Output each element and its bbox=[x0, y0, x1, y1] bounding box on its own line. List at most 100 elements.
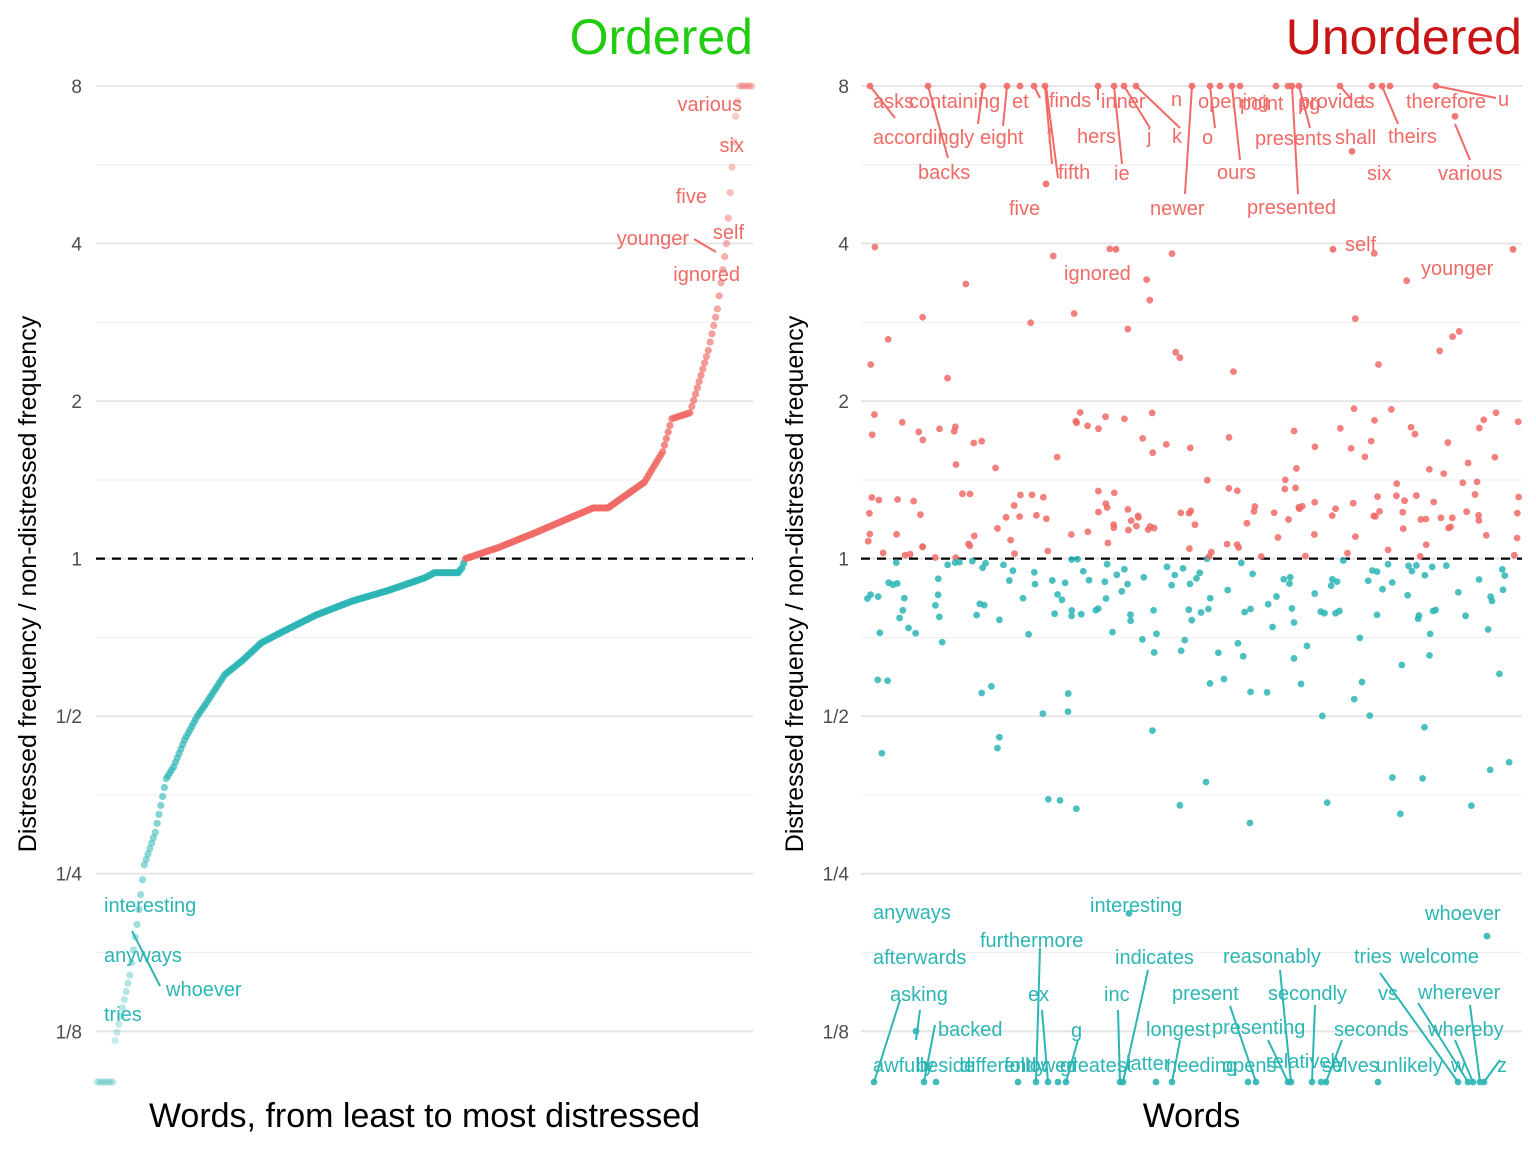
data-point bbox=[1109, 628, 1116, 636]
data-point bbox=[664, 428, 672, 436]
data-point bbox=[1237, 559, 1245, 567]
data-point bbox=[892, 559, 900, 566]
data-point bbox=[1405, 562, 1413, 570]
y-tick-label: 1/4 bbox=[823, 865, 850, 886]
point-label: afterwards bbox=[873, 947, 966, 969]
data-point bbox=[932, 601, 939, 609]
data-point bbox=[1323, 799, 1331, 807]
data-point bbox=[1404, 591, 1412, 599]
data-point bbox=[1016, 513, 1024, 521]
data-point bbox=[1302, 552, 1309, 560]
data-point bbox=[1152, 1078, 1160, 1086]
data-point bbox=[1501, 572, 1509, 580]
data-point bbox=[1191, 521, 1199, 529]
data-point bbox=[973, 611, 981, 619]
data-point bbox=[864, 537, 872, 545]
point-label: relatively bbox=[1266, 1051, 1345, 1073]
data-point bbox=[1475, 511, 1482, 519]
data-point bbox=[1031, 580, 1039, 588]
data-point bbox=[1358, 678, 1366, 686]
data-point bbox=[1310, 531, 1318, 538]
data-point bbox=[1488, 597, 1496, 605]
data-point bbox=[905, 624, 912, 632]
data-point bbox=[1188, 616, 1196, 624]
data-point bbox=[1033, 511, 1040, 519]
label-leader bbox=[1171, 1039, 1181, 1083]
data-point bbox=[1368, 567, 1376, 574]
data-point bbox=[1327, 582, 1335, 590]
data-point bbox=[901, 551, 909, 559]
data-point bbox=[1281, 485, 1289, 493]
data-point bbox=[732, 112, 740, 120]
point-label: ignored bbox=[673, 264, 740, 286]
data-point bbox=[93, 1078, 101, 1086]
data-point bbox=[1048, 577, 1056, 584]
label-leader bbox=[1325, 1039, 1343, 1083]
data-point bbox=[1425, 465, 1433, 473]
data-point bbox=[159, 792, 167, 801]
data-point bbox=[1030, 568, 1038, 576]
data-point bbox=[1505, 758, 1513, 766]
data-point bbox=[1475, 424, 1483, 432]
data-point bbox=[1311, 590, 1319, 597]
point-label: younger bbox=[1421, 258, 1494, 280]
point-label: tries bbox=[1354, 946, 1392, 968]
data-point bbox=[706, 338, 714, 346]
data-point bbox=[1285, 516, 1292, 523]
point-label: whoever bbox=[165, 979, 242, 1001]
data-point bbox=[1444, 439, 1452, 446]
data-point bbox=[1061, 579, 1069, 587]
point-label: vs bbox=[1378, 983, 1398, 1005]
label-leader bbox=[1483, 1059, 1501, 1083]
data-point bbox=[1132, 522, 1140, 530]
data-point bbox=[1000, 561, 1007, 569]
data-point bbox=[701, 359, 709, 367]
data-point bbox=[1153, 630, 1160, 638]
data-point bbox=[1112, 245, 1120, 253]
data-point bbox=[1376, 507, 1383, 515]
data-point bbox=[741, 82, 749, 90]
data-point bbox=[1124, 506, 1132, 513]
data-point bbox=[1480, 416, 1488, 424]
label-leader bbox=[915, 1009, 921, 1041]
panel-unordered: 1/8 1/4 1/2 1 2 4 8 Distressed frequency / non-… bbox=[781, 9, 1522, 1135]
data-point bbox=[966, 490, 974, 498]
data-point bbox=[1025, 630, 1032, 638]
data-point bbox=[936, 425, 943, 433]
data-point bbox=[1421, 571, 1429, 579]
data-point bbox=[1250, 507, 1258, 515]
data-point bbox=[1103, 560, 1111, 568]
data-point bbox=[962, 280, 970, 288]
data-point bbox=[1475, 517, 1483, 524]
data-point bbox=[1236, 82, 1244, 90]
data-point bbox=[746, 82, 754, 90]
data-point bbox=[1044, 795, 1052, 803]
data-point bbox=[1197, 609, 1205, 616]
label-leader bbox=[131, 930, 161, 987]
data-point bbox=[1448, 514, 1456, 522]
data-point bbox=[138, 876, 147, 884]
label-leader bbox=[1381, 85, 1399, 125]
data-point bbox=[107, 1078, 116, 1086]
data-point bbox=[1110, 521, 1118, 529]
label-leader bbox=[1184, 85, 1193, 195]
data-point bbox=[1412, 562, 1420, 569]
data-point bbox=[106, 1078, 114, 1086]
data-point bbox=[1120, 565, 1128, 573]
data-point bbox=[686, 409, 694, 417]
data-point bbox=[1328, 512, 1336, 520]
data-point bbox=[1393, 492, 1400, 500]
data-point bbox=[1138, 635, 1146, 643]
data-point bbox=[1196, 569, 1204, 577]
data-point bbox=[1286, 580, 1293, 588]
data-point bbox=[1239, 652, 1247, 660]
data-point bbox=[1202, 778, 1210, 786]
data-point bbox=[875, 496, 883, 504]
point-label: opens bbox=[1222, 1055, 1277, 1077]
data-point bbox=[884, 677, 891, 685]
data-point bbox=[1492, 409, 1500, 417]
point-label: greatest bbox=[1060, 1055, 1133, 1077]
data-point bbox=[1084, 528, 1092, 536]
y-tick-label: 1/8 bbox=[56, 1022, 82, 1043]
